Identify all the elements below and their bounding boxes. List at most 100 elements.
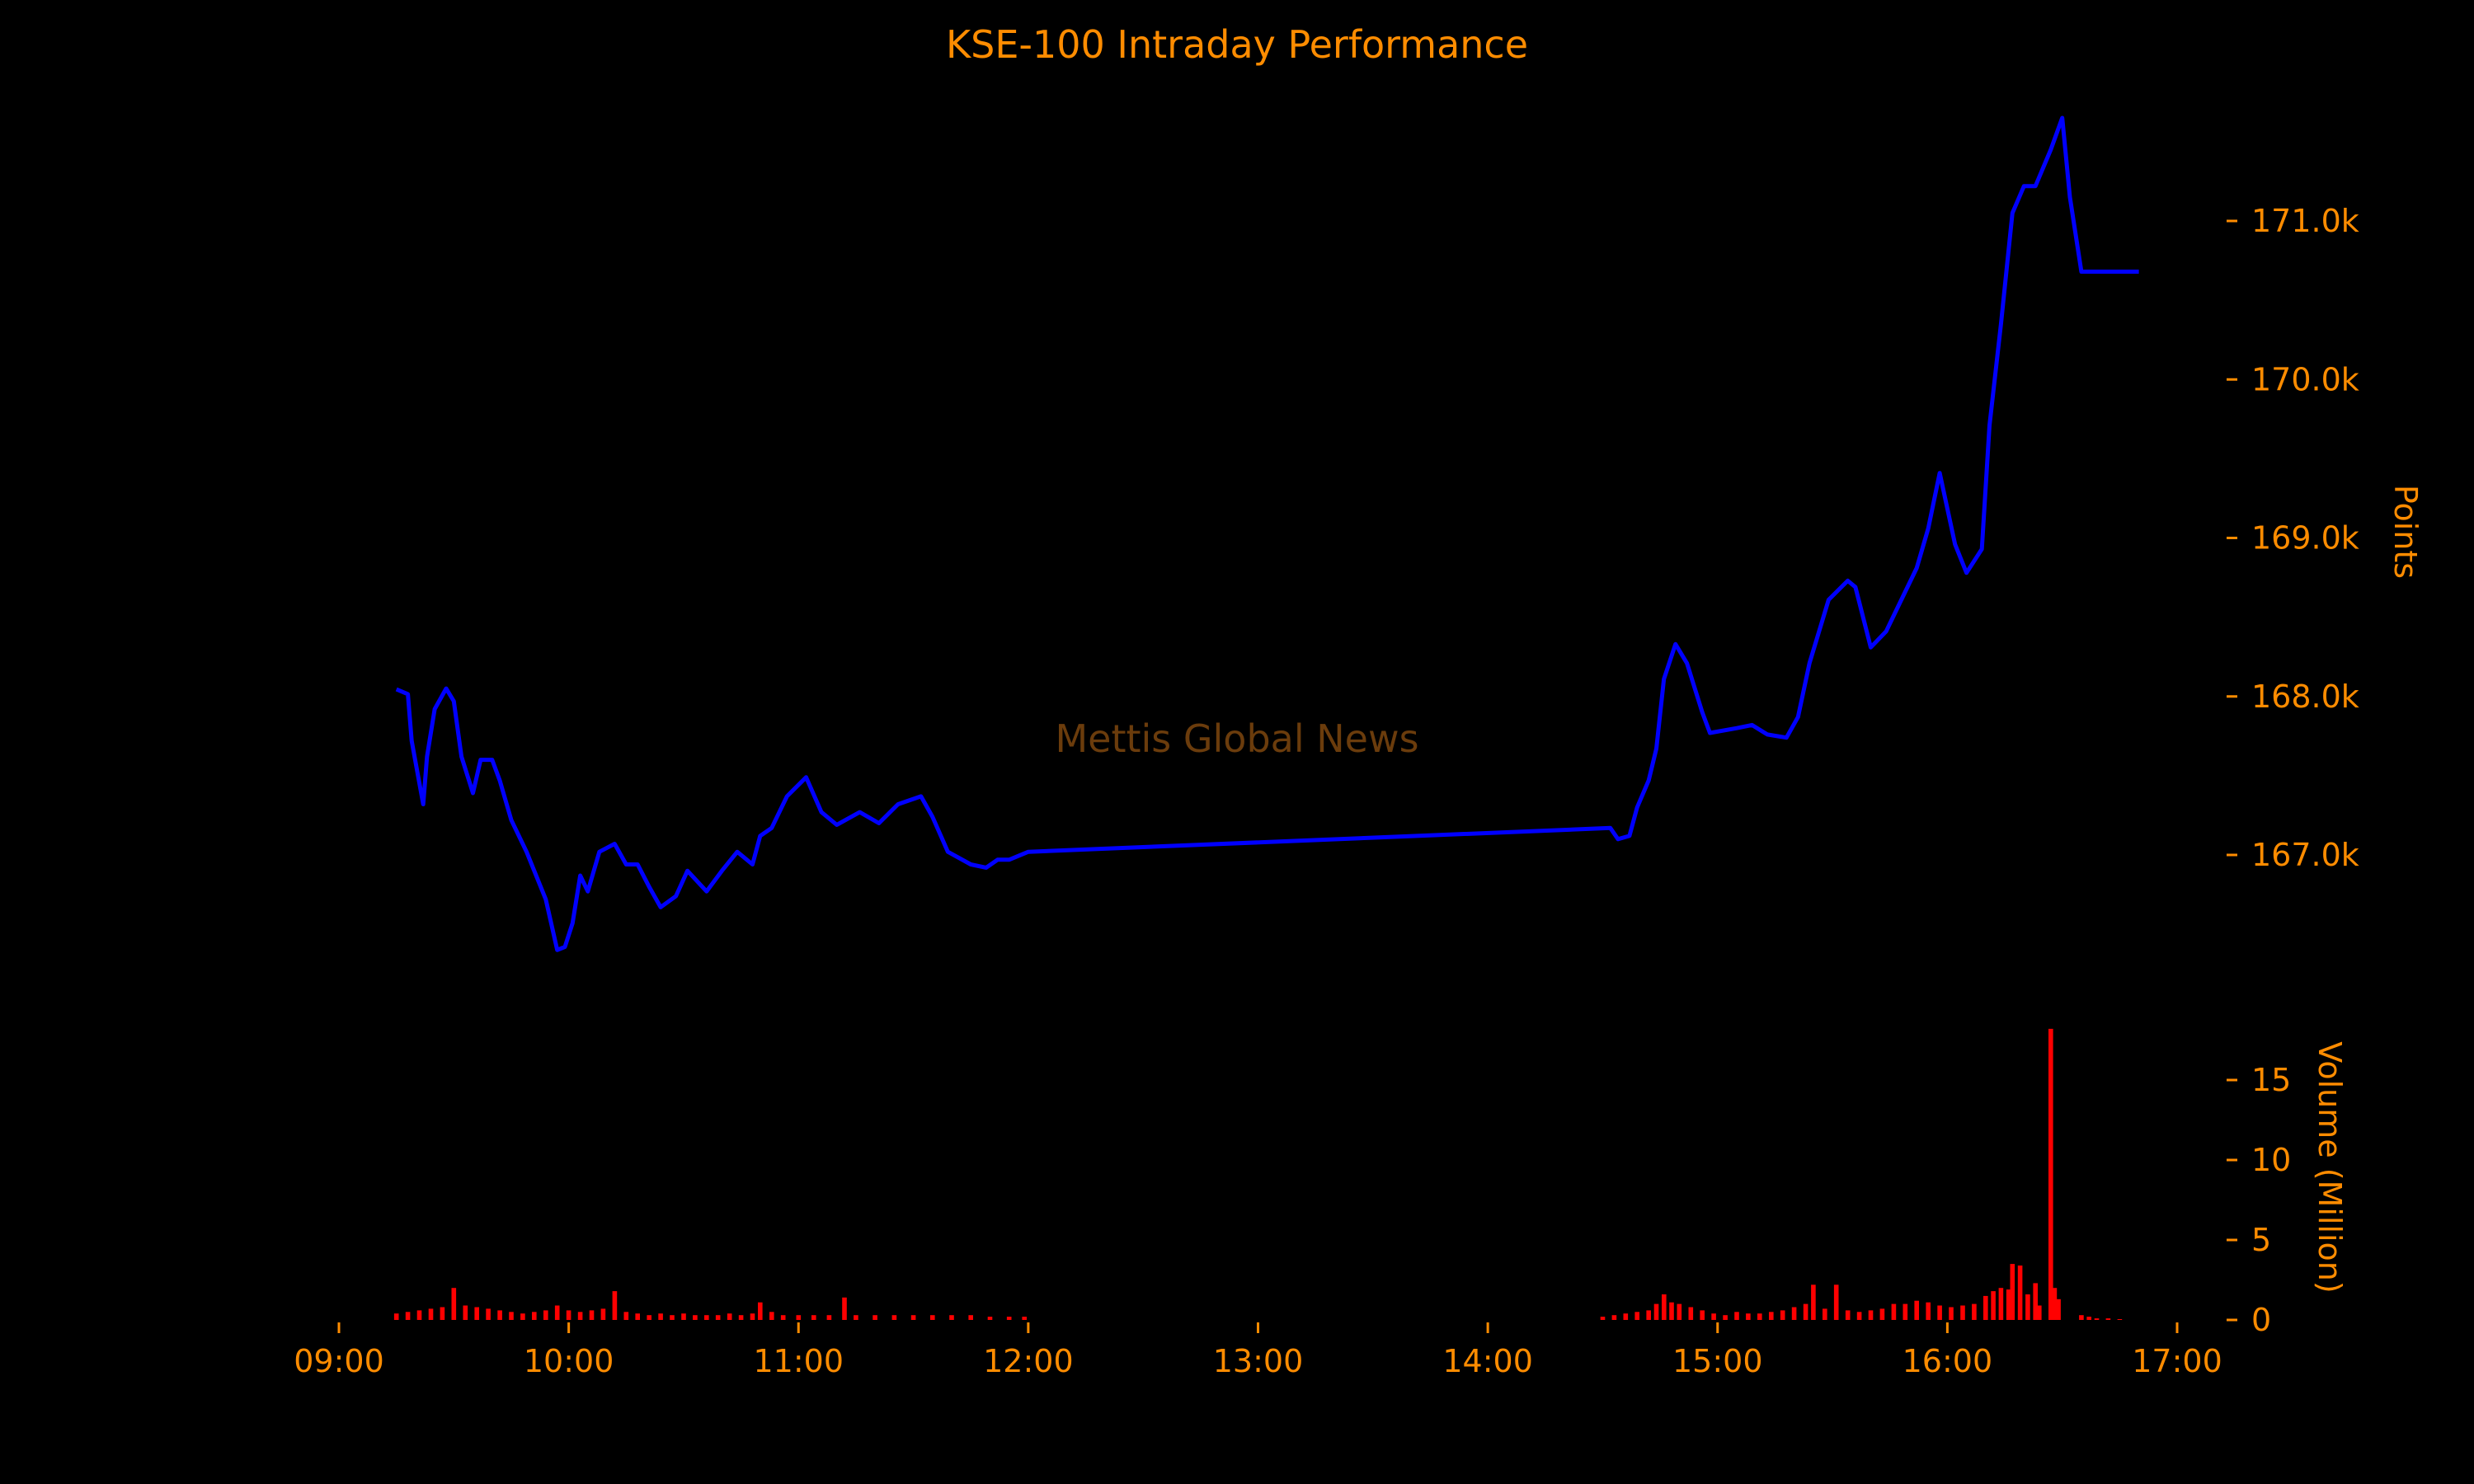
volume-bar	[1653, 1303, 1659, 1320]
volume-bar	[1006, 1317, 1012, 1320]
volume-bar	[1983, 1295, 1988, 1320]
volume-bar	[750, 1313, 755, 1320]
x-tick-label: 10:00	[524, 1343, 614, 1379]
volume-bar	[1600, 1317, 1606, 1320]
volume-tick-label: 15	[2251, 1062, 2291, 1098]
volume-bar	[589, 1310, 595, 1320]
volume-bar	[612, 1291, 618, 1320]
volume-bar	[930, 1315, 935, 1320]
volume-bar	[1833, 1284, 1839, 1320]
volume-bar	[2052, 1288, 2058, 1320]
volume-bar	[1688, 1307, 1694, 1320]
volume-bar	[780, 1315, 786, 1320]
volume-bar	[1700, 1310, 1705, 1320]
volume-bar	[715, 1315, 721, 1320]
volume-bar	[872, 1315, 877, 1320]
volume-bar	[1757, 1313, 1762, 1320]
volume-axis-label: Volume (Million)	[2312, 1041, 2348, 1293]
price-tick-label: 167.0k	[2251, 837, 2359, 873]
volume-bar	[2105, 1318, 2111, 1320]
x-tick-label: 13:00	[1213, 1343, 1304, 1379]
volume-bar	[1960, 1305, 1965, 1320]
volume-bar	[1769, 1312, 1774, 1320]
volume-bar	[693, 1315, 698, 1320]
price-line	[395, 115, 2139, 952]
volume-bar	[1669, 1302, 1674, 1320]
volume-bar	[1891, 1303, 1897, 1320]
volume-bar	[635, 1313, 640, 1320]
volume-bar	[727, 1313, 732, 1320]
volume-tick-label: 10	[2251, 1142, 2291, 1178]
volume-bar	[405, 1312, 411, 1320]
volume-bar	[949, 1315, 954, 1320]
volume-bar	[1845, 1310, 1851, 1320]
volume-bar	[1998, 1288, 2004, 1320]
volume-bars	[393, 1028, 2123, 1320]
volume-bar	[2117, 1319, 2123, 1320]
volume-bar	[1723, 1315, 1728, 1320]
volume-bar	[1811, 1284, 1816, 1320]
volume-bar	[416, 1310, 422, 1320]
x-axis: 09:00 10:00 11:00 12:00 13:00 14:00 15:00 16:00…	[294, 1322, 2222, 1379]
volume-bar	[474, 1307, 479, 1320]
volume-bar	[451, 1288, 457, 1320]
volume-bar	[1623, 1313, 1629, 1320]
volume-bar	[486, 1308, 491, 1320]
volume-bar	[1803, 1303, 1808, 1320]
volume-bar	[393, 1313, 399, 1320]
volume-bar	[1856, 1312, 1862, 1320]
price-tick-label: 169.0k	[2251, 520, 2359, 556]
x-tick-label: 12:00	[983, 1343, 1074, 1379]
volume-bar	[1711, 1313, 1716, 1320]
volume-bar	[811, 1315, 816, 1320]
volume-bar	[987, 1317, 993, 1320]
volume-bar	[647, 1315, 651, 1320]
x-tick-label: 14:00	[1442, 1343, 1533, 1379]
price-axis: 167.0k 168.0k 169.0k 170.0k 171.0k	[2227, 203, 2359, 873]
volume-bar	[577, 1312, 583, 1320]
volume-bar	[440, 1307, 445, 1320]
volume-bar	[891, 1315, 897, 1320]
volume-bar	[1879, 1308, 1885, 1320]
volume-bar	[497, 1310, 502, 1320]
volume-bar	[1734, 1312, 1739, 1320]
volume-bar	[1746, 1313, 1751, 1320]
volume-bar	[554, 1305, 560, 1320]
volume-bar	[1823, 1308, 1827, 1320]
volume-bar	[704, 1315, 709, 1320]
volume-bar	[520, 1313, 525, 1320]
volume-bar	[1022, 1317, 1027, 1320]
volume-tick-label: 0	[2251, 1302, 2271, 1338]
volume-bar	[2086, 1317, 2091, 1320]
volume-bar	[2025, 1294, 2030, 1320]
volume-bar	[463, 1305, 468, 1320]
volume-bar	[2079, 1315, 2084, 1320]
price-tick-label: 170.0k	[2251, 361, 2359, 397]
price-tick-label: 171.0k	[2251, 203, 2359, 239]
volume-bar	[1937, 1305, 1942, 1320]
volume-bar	[910, 1315, 916, 1320]
volume-bar	[600, 1308, 606, 1320]
volume-bar	[658, 1313, 663, 1320]
volume-bar	[2006, 1289, 2011, 1320]
price-axis-label: Points	[2387, 485, 2424, 579]
volume-bar	[566, 1310, 571, 1320]
volume-bar	[2048, 1028, 2053, 1320]
volume-bar	[1780, 1310, 1785, 1320]
price-tick-label: 168.0k	[2251, 679, 2359, 715]
volume-bar	[1868, 1310, 1874, 1320]
volume-bar	[1903, 1303, 1908, 1320]
watermark: Mettis Global News	[1055, 716, 1418, 761]
volume-bar	[681, 1313, 686, 1320]
volume-bar	[1634, 1312, 1639, 1320]
volume-bar	[826, 1315, 832, 1320]
volume-bar	[1611, 1315, 1617, 1320]
volume-bar	[532, 1312, 537, 1320]
volume-bar	[2056, 1298, 2061, 1320]
volume-bar	[2017, 1266, 2023, 1320]
volume-bar	[1991, 1291, 1996, 1320]
volume-bar	[623, 1312, 629, 1320]
volume-bar	[1926, 1302, 1931, 1320]
volume-bar	[543, 1310, 548, 1320]
